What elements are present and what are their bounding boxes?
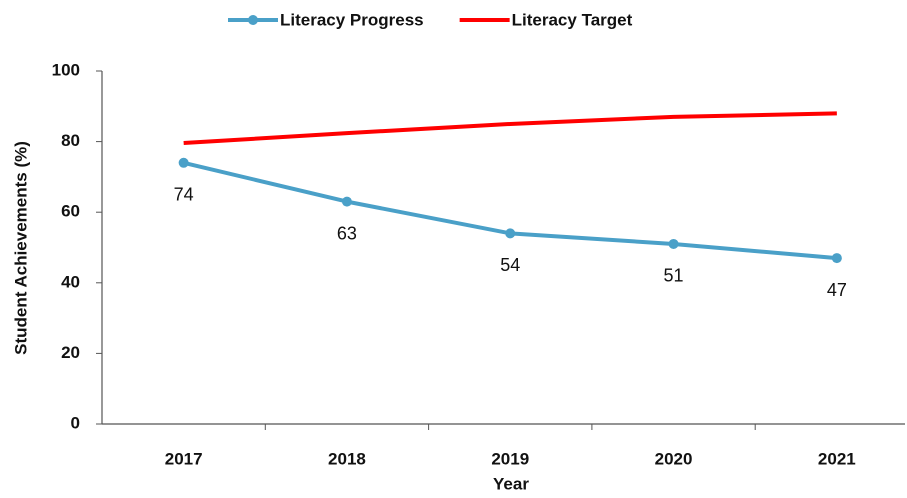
point [831,253,842,264]
legend-marker [248,15,258,25]
series-line [183,160,838,261]
y-axis-title: Student Achievements (%) [11,141,30,355]
data-label: 54 [500,255,520,275]
x-tick-label: 2018 [328,449,366,468]
data-label: 51 [664,266,684,286]
data-label: 63 [337,223,357,243]
x-tick-label: 2017 [165,449,203,468]
x-axis-title: Year [493,474,529,493]
legend-label: Literacy Progress [280,10,424,29]
data-label: 74 [174,185,194,205]
point [341,196,352,207]
legend-label: Literacy Target [512,10,633,29]
y-tick-label: 60 [61,202,80,221]
series-line [183,111,837,146]
y-tick-label: 80 [61,131,80,150]
y-tick-label: 0 [71,413,80,432]
x-tick-label: 2020 [655,449,693,468]
point [178,157,189,168]
data-label: 47 [827,280,847,300]
point [505,228,516,239]
point [668,238,679,249]
y-tick-label: 20 [61,343,80,362]
x-tick-label: 2019 [491,449,529,468]
y-tick-label: 40 [61,272,80,291]
y-tick-label: 100 [52,60,80,79]
x-tick-label: 2021 [818,449,856,468]
